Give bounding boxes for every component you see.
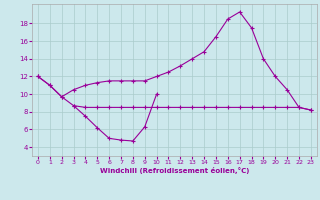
X-axis label: Windchill (Refroidissement éolien,°C): Windchill (Refroidissement éolien,°C) (100, 167, 249, 174)
